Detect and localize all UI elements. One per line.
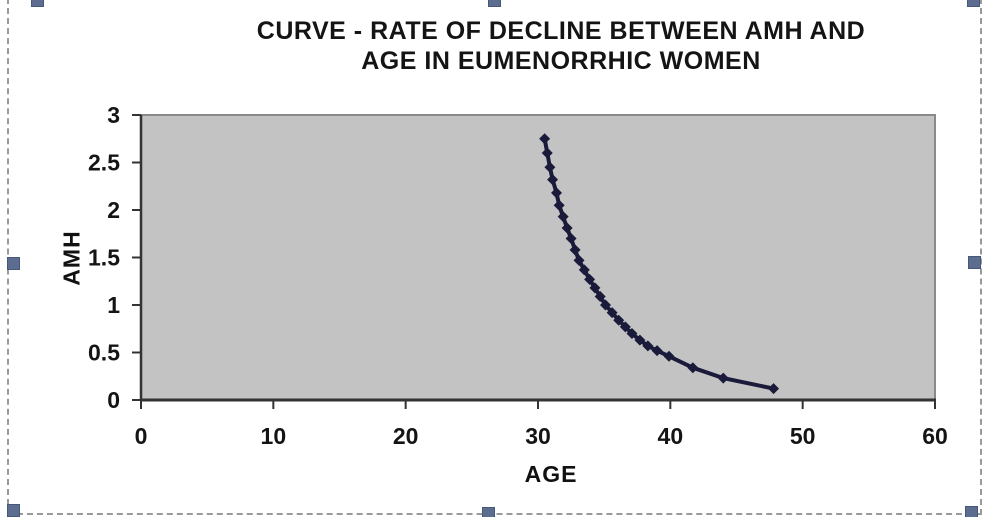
series-marker bbox=[565, 233, 577, 244]
resize-handle-bottom-right[interactable] bbox=[965, 506, 978, 517]
resize-handle-bottom-center[interactable] bbox=[482, 507, 495, 517]
plot-svg: 0 10 20 30 40 50 60 0 0.5 1 1.5 2 2.5 3 bbox=[88, 102, 948, 449]
series-marker bbox=[663, 350, 675, 362]
y-tick-label: 3 bbox=[107, 102, 120, 128]
series-marker bbox=[717, 372, 729, 384]
series-marker bbox=[569, 244, 581, 256]
y-tick-label: 2 bbox=[107, 197, 120, 223]
series-marker bbox=[544, 161, 556, 173]
series-marker bbox=[553, 199, 565, 211]
x-tick-label: 50 bbox=[790, 423, 816, 449]
y-tick-label: 2.5 bbox=[88, 150, 120, 176]
x-axis-title: AGE bbox=[524, 461, 578, 487]
series-marker bbox=[539, 133, 551, 145]
y-tick-label: 0 bbox=[107, 387, 120, 413]
series-marker bbox=[573, 254, 585, 266]
chart-object[interactable]: CURVE - RATE OF DECLINE BETWEEN AMH AND … bbox=[9, 0, 978, 509]
plot-area bbox=[140, 114, 936, 401]
series-marker bbox=[584, 273, 596, 285]
series-marker bbox=[642, 340, 654, 352]
series-marker bbox=[599, 299, 611, 311]
chart-title-line2: AGE IN EUMENORRHIC WOMEN bbox=[361, 47, 761, 75]
series-marker bbox=[768, 383, 780, 395]
series-marker bbox=[551, 187, 563, 199]
x-tick-label: 40 bbox=[658, 423, 684, 449]
series-marker bbox=[687, 362, 699, 374]
series-marker bbox=[578, 264, 590, 276]
x-tick-label: 30 bbox=[525, 423, 551, 449]
series-marker bbox=[613, 314, 625, 326]
x-tick-label: 10 bbox=[261, 423, 287, 449]
y-tick-label: 1.5 bbox=[88, 245, 120, 271]
resize-handle-left-middle[interactable] bbox=[7, 257, 20, 270]
series-marker bbox=[547, 174, 559, 186]
series-marker bbox=[589, 282, 601, 294]
resize-handle-top-center[interactable] bbox=[488, 0, 501, 7]
x-tick-label: 20 bbox=[393, 423, 419, 449]
series-marker bbox=[634, 334, 646, 346]
series-marker bbox=[561, 222, 573, 234]
resize-handle-top-right[interactable] bbox=[967, 0, 980, 7]
x-tick-label: 60 bbox=[922, 423, 948, 449]
chart-title: CURVE - RATE OF DECLINE BETWEEN AMH AND … bbox=[257, 16, 865, 76]
y-tick-label: 1 bbox=[107, 292, 120, 318]
series-marker bbox=[619, 321, 631, 333]
y-tick-label: 0.5 bbox=[88, 340, 120, 366]
resize-handle-right-middle[interactable] bbox=[968, 256, 981, 269]
x-tick-label: 0 bbox=[135, 423, 148, 449]
series-marker bbox=[594, 290, 606, 302]
chart-title-line1: CURVE - RATE OF DECLINE BETWEEN AMH AND bbox=[256, 17, 866, 45]
resize-handle-bottom-left[interactable] bbox=[7, 504, 20, 517]
resize-handle-top-left[interactable] bbox=[31, 0, 44, 7]
series-marker bbox=[651, 345, 663, 357]
series-marker bbox=[606, 307, 618, 319]
series-marker bbox=[541, 147, 553, 159]
series-marker bbox=[626, 328, 638, 339]
series-marker bbox=[557, 211, 569, 223]
